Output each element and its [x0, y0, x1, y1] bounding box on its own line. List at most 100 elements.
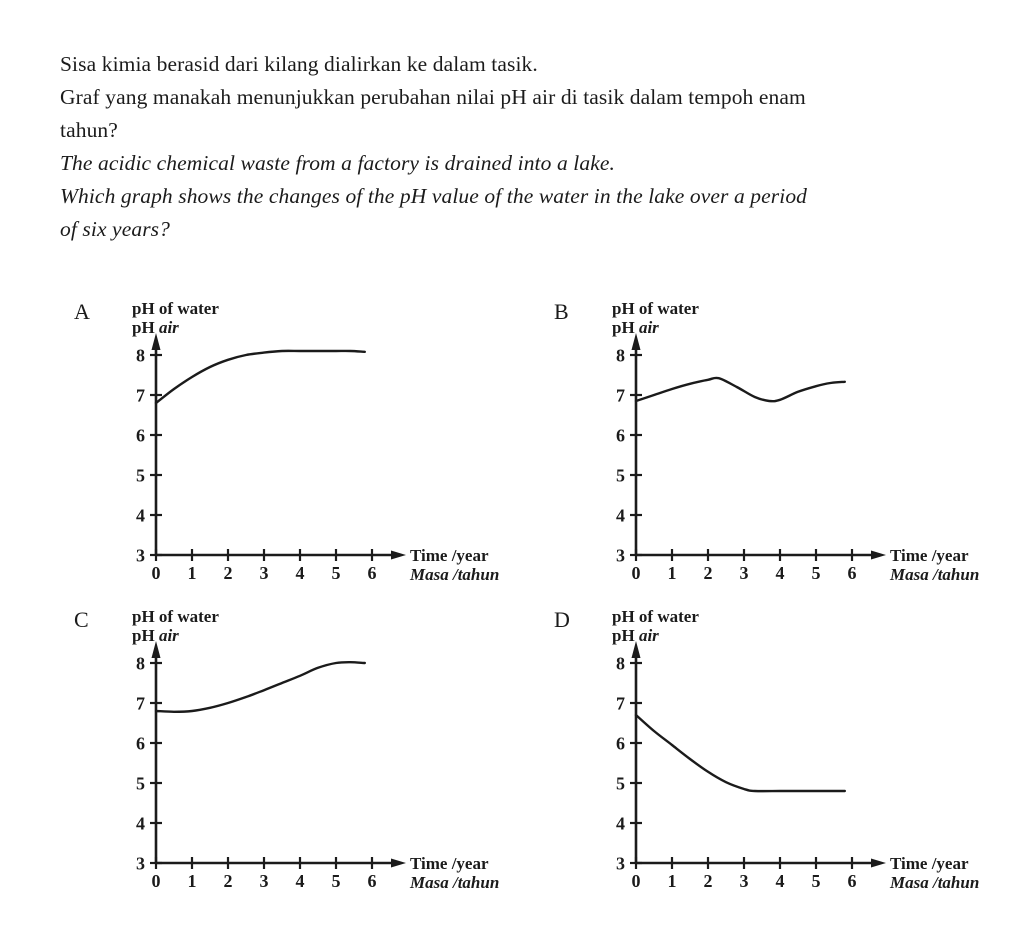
x-tick-label: 5	[332, 871, 341, 891]
x-tick-label: 5	[332, 563, 341, 583]
y-tick-label: 6	[616, 734, 625, 754]
y-tick-label: 8	[616, 346, 625, 366]
y-tick-label: 7	[616, 694, 625, 714]
x-axis-title-ms: Masa /tahun	[409, 565, 499, 584]
y-axis-title-en: pH of water	[132, 299, 219, 318]
y-axis-title-ms: pH air	[132, 318, 179, 337]
option-letter-d: D	[554, 607, 570, 632]
y-tick-label: 5	[136, 466, 145, 486]
y-tick-label: 7	[136, 694, 145, 714]
ph-curve	[634, 376, 846, 403]
x-tick-label: 0	[152, 563, 161, 583]
ph-curve	[634, 713, 846, 793]
y-axis-arrow	[631, 641, 641, 658]
x-axis-arrow	[391, 550, 406, 560]
graph-option-c: C 3 4 5 6 7 8 0 1 2 3 4 5 6 pH of water pH air Time /ye…	[60, 606, 540, 914]
x-tick-label: 0	[152, 871, 161, 891]
y-tick-label: 8	[616, 654, 625, 674]
y-axis-title-en: pH of water	[132, 607, 219, 626]
ph-curve	[154, 349, 366, 405]
y-axis-title-ms: pH air	[612, 626, 659, 645]
x-tick-label: 6	[368, 871, 377, 891]
x-tick-label: 2	[704, 871, 713, 891]
x-axis-title-ms: Masa /tahun	[889, 565, 979, 584]
x-axis-title-en: Time /year	[410, 854, 489, 873]
question-block: Sisa kimia berasid dari kilang dialirkan…	[60, 48, 975, 246]
y-tick-label: 5	[616, 466, 625, 486]
y-tick-label: 6	[136, 426, 145, 446]
y-tick-label: 4	[616, 814, 625, 834]
x-axis-title-en: Time /year	[410, 546, 489, 565]
y-tick-label: 3	[136, 854, 145, 874]
option-letter-b: B	[554, 299, 569, 324]
y-tick-label: 8	[136, 654, 145, 674]
x-tick-label: 2	[224, 871, 233, 891]
graph-option-d: D 3 4 5 6 7 8 0 1 2 3 4 5 6 pH of water pH air Time /ye…	[540, 606, 1020, 914]
y-axis-title-en: pH of water	[612, 607, 699, 626]
y-tick-label: 3	[616, 546, 625, 566]
y-tick-label: 4	[136, 814, 145, 834]
y-tick-label: 3	[136, 546, 145, 566]
question-line-ms: Sisa kimia berasid dari kilang dialirkan…	[60, 52, 538, 76]
x-tick-label: 5	[812, 563, 821, 583]
y-tick-label: 5	[616, 774, 625, 794]
y-axis-arrow	[151, 641, 161, 658]
x-tick-label: 1	[668, 563, 677, 583]
x-tick-label: 6	[848, 871, 857, 891]
x-axis-title-en: Time /year	[890, 546, 969, 565]
x-axis-arrow	[871, 858, 886, 868]
x-tick-label: 3	[260, 871, 269, 891]
graph-option-b: B 3 4 5 6 7 8 0 1 2 3 4 5 6 pH of water pH air Time /ye…	[540, 298, 1020, 606]
y-tick-label: 8	[136, 346, 145, 366]
x-tick-label: 1	[188, 563, 197, 583]
question-line-en: Which graph shows the changes of the pH …	[60, 184, 808, 208]
y-axis-arrow	[151, 333, 161, 350]
x-tick-label: 2	[704, 563, 713, 583]
y-tick-label: 7	[136, 386, 145, 406]
x-tick-label: 1	[668, 871, 677, 891]
question-line-ms: tahun?	[60, 118, 118, 142]
x-tick-label: 3	[740, 871, 749, 891]
x-axis-title-ms: Masa /tahun	[409, 873, 499, 892]
graph-option-a: A 3 4 5 6 7 8 0 1 2 3 4 5 6 pH of water pH air Time /ye…	[60, 298, 540, 606]
question-line-ms: Graf yang manakah menunjukkan perubahan …	[60, 85, 806, 109]
y-tick-label: 4	[136, 506, 145, 526]
x-tick-label: 3	[740, 563, 749, 583]
y-axis-arrow	[631, 333, 641, 350]
x-tick-label: 5	[812, 871, 821, 891]
x-tick-label: 4	[776, 563, 785, 583]
y-tick-label: 4	[616, 506, 625, 526]
option-letter-c: C	[74, 607, 89, 632]
option-letter-a: A	[74, 299, 90, 324]
x-axis-arrow	[391, 858, 406, 868]
x-tick-label: 3	[260, 563, 269, 583]
x-tick-label: 2	[224, 563, 233, 583]
y-tick-label: 3	[616, 854, 625, 874]
x-tick-label: 4	[296, 563, 305, 583]
y-tick-label: 5	[136, 774, 145, 794]
y-axis-title-ms: pH air	[132, 626, 179, 645]
x-tick-label: 4	[296, 871, 305, 891]
question-line-en: The acidic chemical waste from a factory…	[60, 151, 615, 175]
x-tick-label: 1	[188, 871, 197, 891]
graphs-grid: A 3 4 5 6 7 8 0 1 2 3 4 5 6 pH of water pH air Time /ye…	[60, 298, 1033, 914]
x-axis-title-ms: Masa /tahun	[889, 873, 979, 892]
question-line-en: of six years?	[60, 217, 170, 241]
x-axis-title-en: Time /year	[890, 854, 969, 873]
x-tick-label: 6	[848, 563, 857, 583]
y-tick-label: 7	[616, 386, 625, 406]
y-axis-title-ms: pH air	[612, 318, 659, 337]
x-tick-label: 6	[368, 563, 377, 583]
x-axis-arrow	[871, 550, 886, 560]
ph-curve	[154, 660, 366, 714]
y-tick-label: 6	[616, 426, 625, 446]
x-tick-label: 4	[776, 871, 785, 891]
y-tick-label: 6	[136, 734, 145, 754]
x-tick-label: 0	[632, 563, 641, 583]
y-axis-title-en: pH of water	[612, 299, 699, 318]
